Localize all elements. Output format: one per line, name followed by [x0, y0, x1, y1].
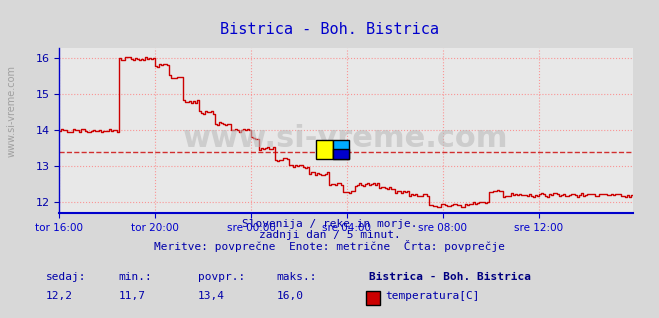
Text: 11,7: 11,7 [119, 291, 146, 301]
Text: Slovenija / reke in morje.: Slovenija / reke in morje. [242, 219, 417, 229]
Text: Bistrica - Boh. Bistrica: Bistrica - Boh. Bistrica [220, 22, 439, 37]
Text: www.si-vreme.com: www.si-vreme.com [7, 65, 16, 157]
Text: zadnji dan / 5 minut.: zadnji dan / 5 minut. [258, 231, 401, 240]
Text: 12,2: 12,2 [46, 291, 73, 301]
Text: maks.:: maks.: [277, 272, 317, 282]
Text: Meritve: povprečne  Enote: metrične  Črta: povprečje: Meritve: povprečne Enote: metrične Črta:… [154, 240, 505, 252]
Text: povpr.:: povpr.: [198, 272, 245, 282]
Text: Bistrica - Boh. Bistrica: Bistrica - Boh. Bistrica [369, 272, 531, 282]
Text: 13,4: 13,4 [198, 291, 225, 301]
Text: min.:: min.: [119, 272, 152, 282]
Text: temperatura[C]: temperatura[C] [386, 291, 480, 301]
Text: sedaj:: sedaj: [46, 272, 86, 282]
Text: 16,0: 16,0 [277, 291, 304, 301]
Text: www.si-vreme.com: www.si-vreme.com [183, 124, 509, 153]
